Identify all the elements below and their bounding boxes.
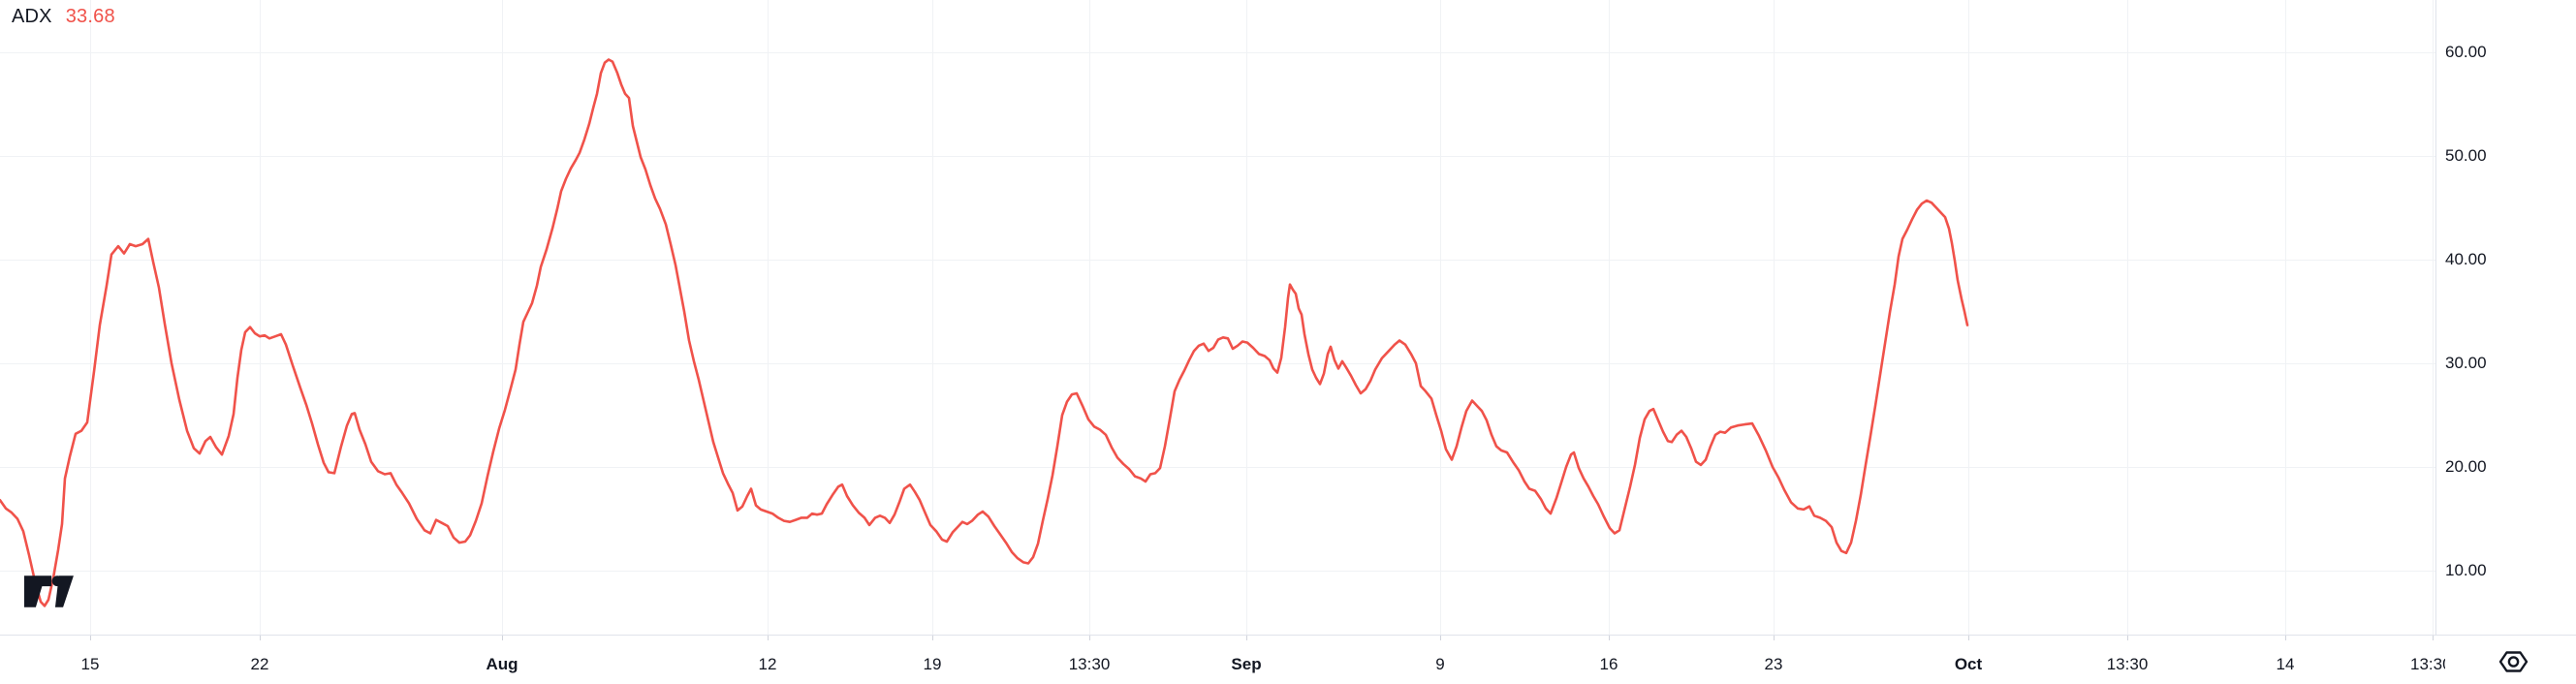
indicator-legend[interactable]: ADX 33.68 — [12, 6, 115, 28]
adx-line-series — [0, 58, 1969, 607]
time-tick-label: Aug — [486, 655, 518, 673]
time-tick-label: 13:30 — [2106, 655, 2149, 673]
time-tick-label: 15 — [80, 655, 100, 673]
time-tick-label: 19 — [923, 655, 942, 673]
time-axis[interactable]: 15 22 Aug 12 19 13:30 Sep 9 16 23 Oct 13:30 14 13:30 — [0, 635, 2576, 684]
time-tick-label: 22 — [250, 655, 269, 673]
price-tick-label: 10.00 — [2445, 561, 2487, 579]
price-tick-label: 20.00 — [2445, 457, 2487, 476]
time-tick-label: 12 — [758, 655, 777, 673]
time-tick-label: 13:30 — [2410, 655, 2445, 673]
price-tick-label: 60.00 — [2445, 43, 2487, 61]
time-tick-label: 14 — [2276, 655, 2295, 673]
settings-hexagon-icon[interactable] — [2497, 648, 2529, 675]
price-tick-label: 50.00 — [2445, 146, 2487, 165]
price-tick-label: 40.00 — [2445, 250, 2487, 268]
time-tick-label: Oct — [1954, 655, 1983, 673]
price-tick-label: 30.00 — [2445, 354, 2487, 372]
time-tick-label: 13:30 — [1068, 655, 1111, 673]
time-tick-label: 16 — [1599, 655, 1618, 673]
price-axis[interactable]: 60.00 50.00 40.00 30.00 20.00 10.00 — [2435, 0, 2576, 635]
time-tick-label: Sep — [1231, 655, 1262, 673]
tradingview-logo-icon[interactable] — [24, 575, 75, 612]
indicator-last-value: 33.68 — [65, 6, 115, 27]
time-tick-label: 23 — [1764, 655, 1783, 673]
indicator-name: ADX — [12, 6, 52, 27]
time-tick-label: 9 — [1435, 655, 1445, 673]
